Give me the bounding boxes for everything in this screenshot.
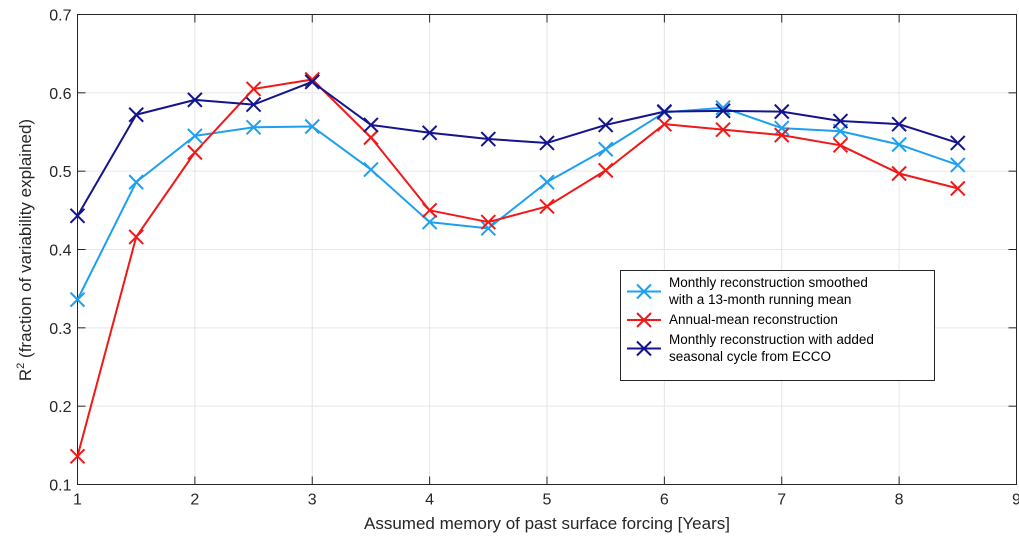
data-point-marker: [950, 157, 966, 173]
data-point-marker: [245, 81, 262, 97]
data-point-marker: [421, 214, 438, 230]
data-point-marker: [128, 107, 144, 123]
data-point-marker: [539, 198, 555, 215]
x-tick-label: 8: [895, 492, 904, 509]
data-point-marker: [421, 125, 438, 141]
legend: Monthly reconstruction smoothed with a 13…: [620, 270, 935, 381]
legend-box: [620, 270, 935, 381]
data-point-marker: [421, 202, 438, 219]
legend-entry-2: Annual-mean reconstruction: [627, 312, 838, 328]
data-point-marker: [69, 448, 86, 465]
x-tick-label: 1: [73, 492, 82, 509]
x-tick-label: 3: [308, 492, 317, 509]
y-tick-label: 0.2: [49, 399, 71, 416]
legend-entry-3: Monthly reconstruction with added seasona…: [627, 332, 874, 364]
data-point-marker: [69, 291, 86, 308]
data-series: [69, 71, 966, 465]
y-axis-label-superscript: 2: [15, 363, 27, 369]
data-point-marker: [774, 103, 790, 120]
data-point-marker: [187, 144, 203, 161]
y-tick-label: 0.1: [49, 478, 71, 495]
data-point-marker: [187, 128, 203, 144]
data-point-marker: [891, 136, 907, 153]
x-tick-labels: 1 2 3 4 5 6 7 8 9: [73, 492, 1019, 509]
data-point-marker: [774, 120, 790, 136]
data-point-marker: [950, 180, 966, 197]
legend-label: Monthly reconstruction with added: [669, 332, 874, 347]
y-axis-label: R2 (fraction of variability explained): [15, 119, 35, 381]
legend-marker: [636, 340, 652, 357]
y-tick-label: 0.6: [49, 86, 71, 103]
data-point-marker: [128, 174, 144, 190]
y-axis-label-suffix: (fraction of variability explained): [16, 119, 35, 363]
data-point-marker: [774, 127, 790, 143]
data-point-marker: [187, 92, 203, 108]
series-3: [69, 74, 966, 224]
data-point-marker: [69, 208, 86, 224]
data-point-marker: [891, 116, 907, 132]
series-line: [76, 106, 959, 301]
data-point-marker: [832, 137, 849, 154]
data-point-marker: [304, 118, 320, 135]
x-tick-label: 9: [1012, 492, 1019, 509]
data-point-marker: [480, 131, 497, 147]
data-point-marker: [363, 117, 379, 133]
series-line: [76, 78, 959, 457]
series-line: [76, 80, 959, 217]
data-point-marker: [715, 100, 731, 116]
grid-lines: [77, 14, 1017, 485]
axis-ticks: [77, 14, 1017, 485]
y-tick-label: 0.3: [49, 321, 71, 338]
legend-marker: [636, 312, 652, 328]
data-point-marker: [245, 96, 262, 113]
data-point-marker: [245, 119, 262, 136]
data-point-marker: [891, 165, 907, 182]
data-point-marker: [832, 113, 849, 129]
legend-label: seasonal cycle from ECCO: [669, 349, 831, 364]
data-point-marker: [480, 220, 497, 237]
data-point-marker: [539, 174, 555, 190]
y-tick-labels: 0.1 0.2 0.3 0.4 0.5 0.6 0.7: [49, 8, 71, 495]
y-tick-label: 0.5: [49, 164, 71, 181]
data-point-marker: [539, 135, 555, 151]
data-point-marker: [480, 214, 497, 230]
x-tick-label: 7: [777, 492, 786, 509]
legend-entry-1: Monthly reconstruction smoothed with a 13…: [627, 275, 868, 307]
x-tick-label: 2: [190, 492, 199, 509]
y-axis-label-prefix: R: [16, 369, 35, 381]
legend-label: Annual-mean reconstruction: [669, 312, 838, 327]
legend-marker: [636, 283, 652, 300]
data-point-marker: [715, 103, 731, 119]
data-point-marker: [715, 121, 731, 138]
y-tick-label: 0.4: [49, 243, 71, 260]
data-point-marker: [656, 116, 673, 132]
data-point-marker: [363, 161, 379, 178]
series-2: [69, 71, 966, 465]
series-1: [69, 100, 966, 308]
data-point-marker: [597, 162, 614, 179]
data-point-marker: [656, 103, 673, 120]
data-point-marker: [363, 129, 379, 146]
data-point-marker: [128, 229, 144, 245]
data-point-marker: [597, 117, 614, 133]
legend-label: with a 13-month running mean: [668, 292, 851, 307]
x-tick-label: 6: [660, 492, 669, 509]
x-tick-label: 4: [425, 492, 434, 509]
data-point-marker: [950, 135, 966, 151]
data-point-marker: [304, 74, 320, 90]
legend-label: Monthly reconstruction smoothed: [669, 275, 868, 290]
x-axis-label: Assumed memory of past surface forcing […: [364, 514, 730, 533]
x-tick-label: 5: [543, 492, 552, 509]
y-tick-label: 0.7: [49, 8, 71, 25]
data-point-marker: [597, 141, 614, 157]
